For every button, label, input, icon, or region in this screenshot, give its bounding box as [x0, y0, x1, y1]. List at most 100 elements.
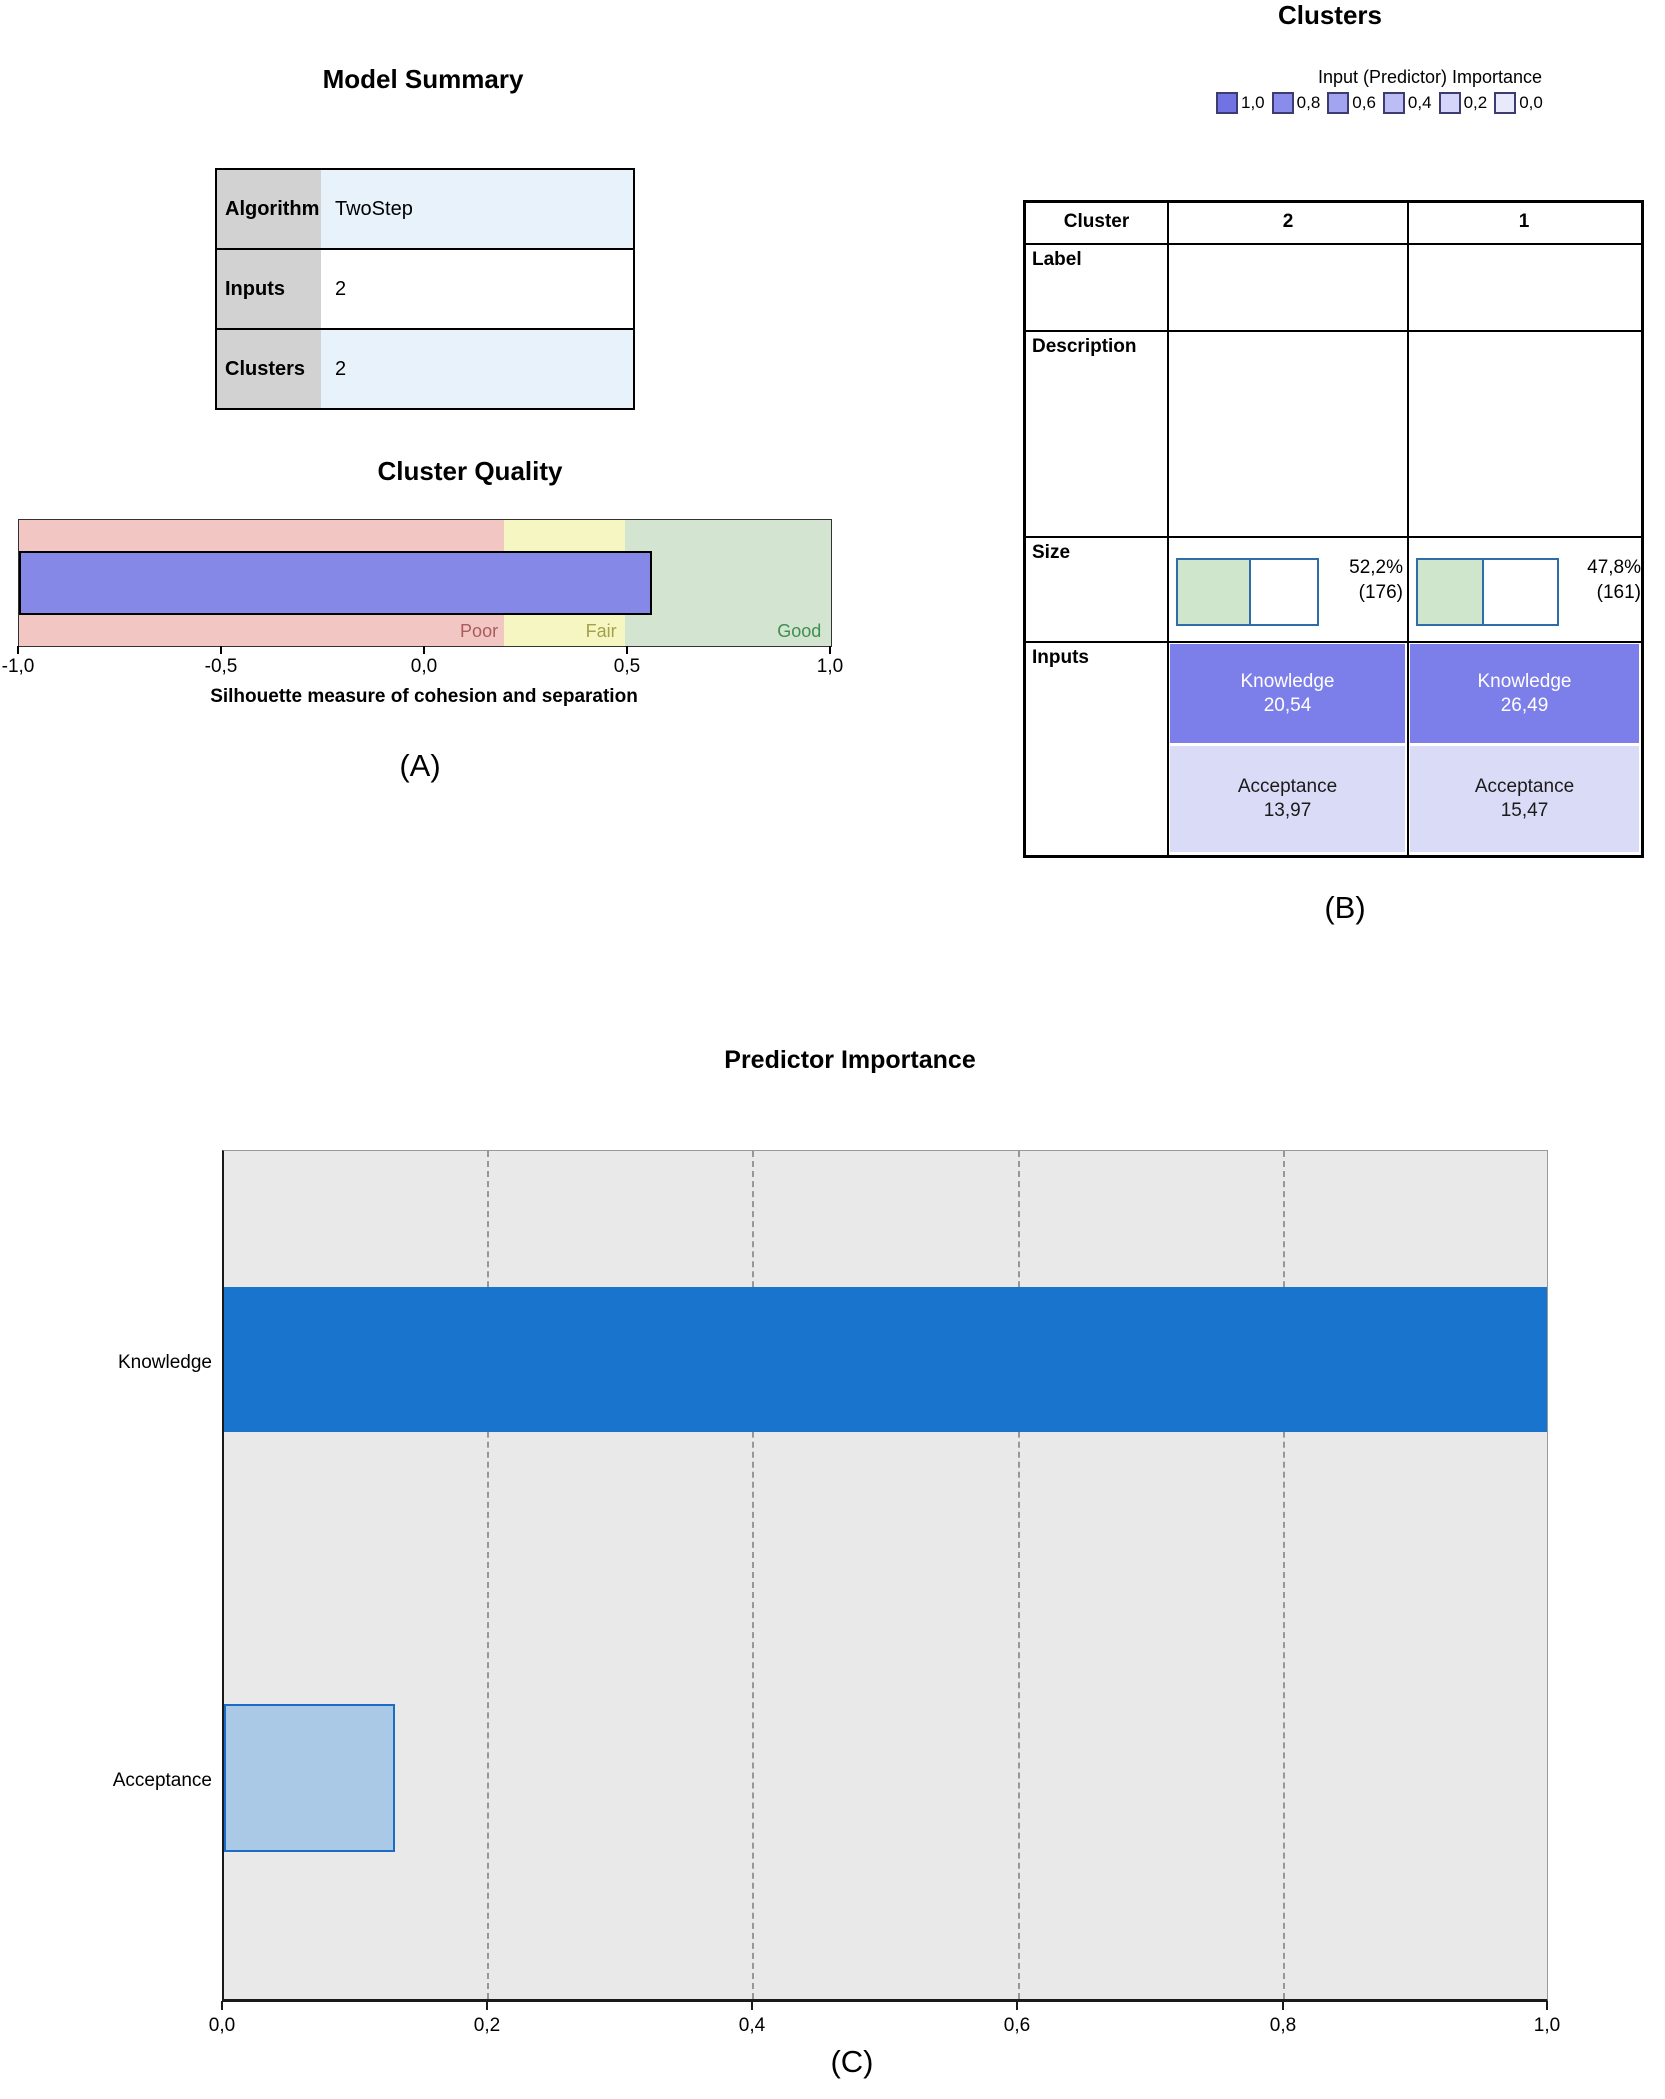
input-name: Knowledge: [1477, 670, 1572, 692]
legend-label: 0,0: [1519, 93, 1543, 112]
axis-tick: [1282, 2001, 1284, 2010]
model-summary-row-value: 2: [321, 250, 633, 328]
column-header: 2: [1282, 211, 1294, 232]
size-count: (176): [1358, 582, 1403, 603]
size-value-cluster2: 52,2% (176): [1318, 555, 1403, 605]
axis-tick-label: -1,0: [1, 656, 35, 677]
axis-tick-label: 1,0: [816, 656, 844, 677]
axis-tick-label: 0,0: [208, 2015, 236, 2036]
figure-caption-b: (B): [1324, 890, 1366, 925]
table-gridline: [1026, 330, 1641, 332]
bar-knowledge: [224, 1287, 1547, 1432]
legend-item: 0,0: [1494, 92, 1543, 114]
legend-label: 0,2: [1463, 93, 1488, 112]
quality-label-good: Good: [777, 621, 822, 641]
gridline: [1018, 1151, 1020, 1999]
row-label-size: Size: [1032, 542, 1071, 563]
cluster-quality-chart: Poor Fair Good: [18, 519, 832, 647]
legend-swatch-icon: [1327, 92, 1350, 114]
table-row: Clusters 2: [217, 330, 633, 408]
row-label-label: Label: [1032, 249, 1082, 270]
axis-tick-label: 1,0: [1533, 2015, 1561, 2036]
axis-tick: [486, 2001, 488, 2010]
input-cell-knowledge-cluster2: Knowledge 20,54: [1170, 644, 1405, 743]
column-header: 1: [1518, 211, 1530, 232]
figure-caption-c: (C): [830, 2044, 874, 2079]
input-mean: 20,54: [1263, 694, 1312, 716]
size-bar-fill: [1178, 560, 1251, 624]
gridline: [487, 1151, 489, 1999]
axis-tick-label: -0,5: [204, 656, 238, 677]
axis-tick-label: 0,8: [1269, 2015, 1297, 2036]
axis-tick-label: 0,0: [410, 656, 438, 677]
axis-tick: [626, 646, 628, 654]
legend-item: 0,2: [1438, 92, 1488, 114]
table-gridline: [1167, 203, 1169, 855]
legend-label: 0,4: [1407, 93, 1432, 112]
table-row: Inputs 2: [217, 250, 633, 330]
axis-tick-label: 0,5: [613, 656, 641, 677]
table-gridline: [1026, 243, 1641, 245]
row-label-description: Description: [1032, 336, 1137, 357]
size-percent: 47,8%: [1587, 557, 1641, 578]
input-mean: 13,97: [1263, 800, 1312, 821]
axis-tick: [1016, 2001, 1018, 2010]
model-summary-row-label: Clusters: [217, 330, 321, 408]
gridline: [1283, 1151, 1285, 1999]
legend-item: 0,8: [1271, 92, 1321, 114]
quality-label-fair: Fair: [585, 621, 617, 641]
input-mean: 15,47: [1500, 800, 1549, 821]
axis-tick: [1546, 2001, 1548, 2010]
model-summary-row-label: Algorithm: [217, 170, 321, 248]
input-cell-acceptance-cluster1: Acceptance 15,47: [1410, 746, 1639, 852]
axis-tick-label: 0,6: [1003, 2015, 1031, 2036]
size-bar-cluster1: [1416, 558, 1559, 626]
legend-swatch-icon: [1271, 92, 1294, 114]
axis-tick-label: 0,2: [473, 2015, 501, 2036]
bar-acceptance: [224, 1704, 395, 1852]
gridline: [752, 1151, 754, 1999]
legend-swatch-icon: [1382, 92, 1405, 114]
input-name: Acceptance: [1237, 776, 1338, 797]
column-header-cluster: Cluster: [1063, 211, 1130, 232]
predictor-importance-plot: [222, 1150, 1548, 2002]
cluster-quality-title: Cluster Quality: [377, 456, 563, 486]
quality-band-good: [624, 520, 831, 646]
legend-label: 0,8: [1296, 93, 1321, 112]
model-summary-row-value: TwoStep: [321, 170, 633, 248]
clusters-table: Cluster 2 1 Label Description Size Input…: [1023, 200, 1644, 858]
model-summary-title: Model Summary: [322, 64, 524, 94]
importance-legend-title: Input (Predictor) Importance: [1317, 67, 1543, 87]
table-row: Algorithm TwoStep: [217, 170, 633, 250]
axis-tick: [751, 2001, 753, 2010]
category-label-knowledge: Knowledge: [117, 1352, 212, 1373]
table-gridline: [1026, 641, 1641, 643]
input-name: Acceptance: [1474, 776, 1575, 797]
size-value-cluster1: 47,8% (161): [1556, 555, 1641, 605]
legend-swatch-icon: [1216, 92, 1238, 114]
axis-tick: [17, 646, 19, 654]
model-summary-row-label: Inputs: [217, 250, 321, 328]
silhouette-bar: [19, 551, 653, 615]
predictor-importance-title: Predictor Importance: [724, 1046, 976, 1074]
axis-tick: [221, 2001, 223, 2010]
size-percent: 52,2%: [1349, 557, 1403, 578]
size-bar-fill: [1418, 560, 1485, 624]
row-label-inputs: Inputs: [1032, 647, 1089, 668]
legend-label: 1,0: [1241, 93, 1265, 112]
model-summary-table: Algorithm TwoStep Inputs 2 Clusters 2: [215, 168, 635, 410]
category-label-acceptance: Acceptance: [112, 1770, 212, 1791]
legend-label: 0,6: [1352, 93, 1376, 112]
x-axis-title: Silhouette measure of cohesion and separ…: [210, 686, 638, 707]
axis-tick-label: 0,4: [738, 2015, 766, 2036]
quality-label-poor: Poor: [460, 621, 499, 641]
size-bar-cluster2: [1176, 558, 1319, 626]
input-name: Knowledge: [1240, 670, 1335, 692]
legend-item: 1,0: [1216, 92, 1265, 114]
legend-item: 0,6: [1327, 92, 1376, 114]
table-gridline: [1026, 536, 1641, 538]
figure-caption-a: (A): [399, 748, 441, 783]
model-summary-row-value: 2: [321, 330, 633, 408]
importance-legend: 1,0 0,8 0,6 0,4 0,2 0,0: [1216, 92, 1550, 114]
